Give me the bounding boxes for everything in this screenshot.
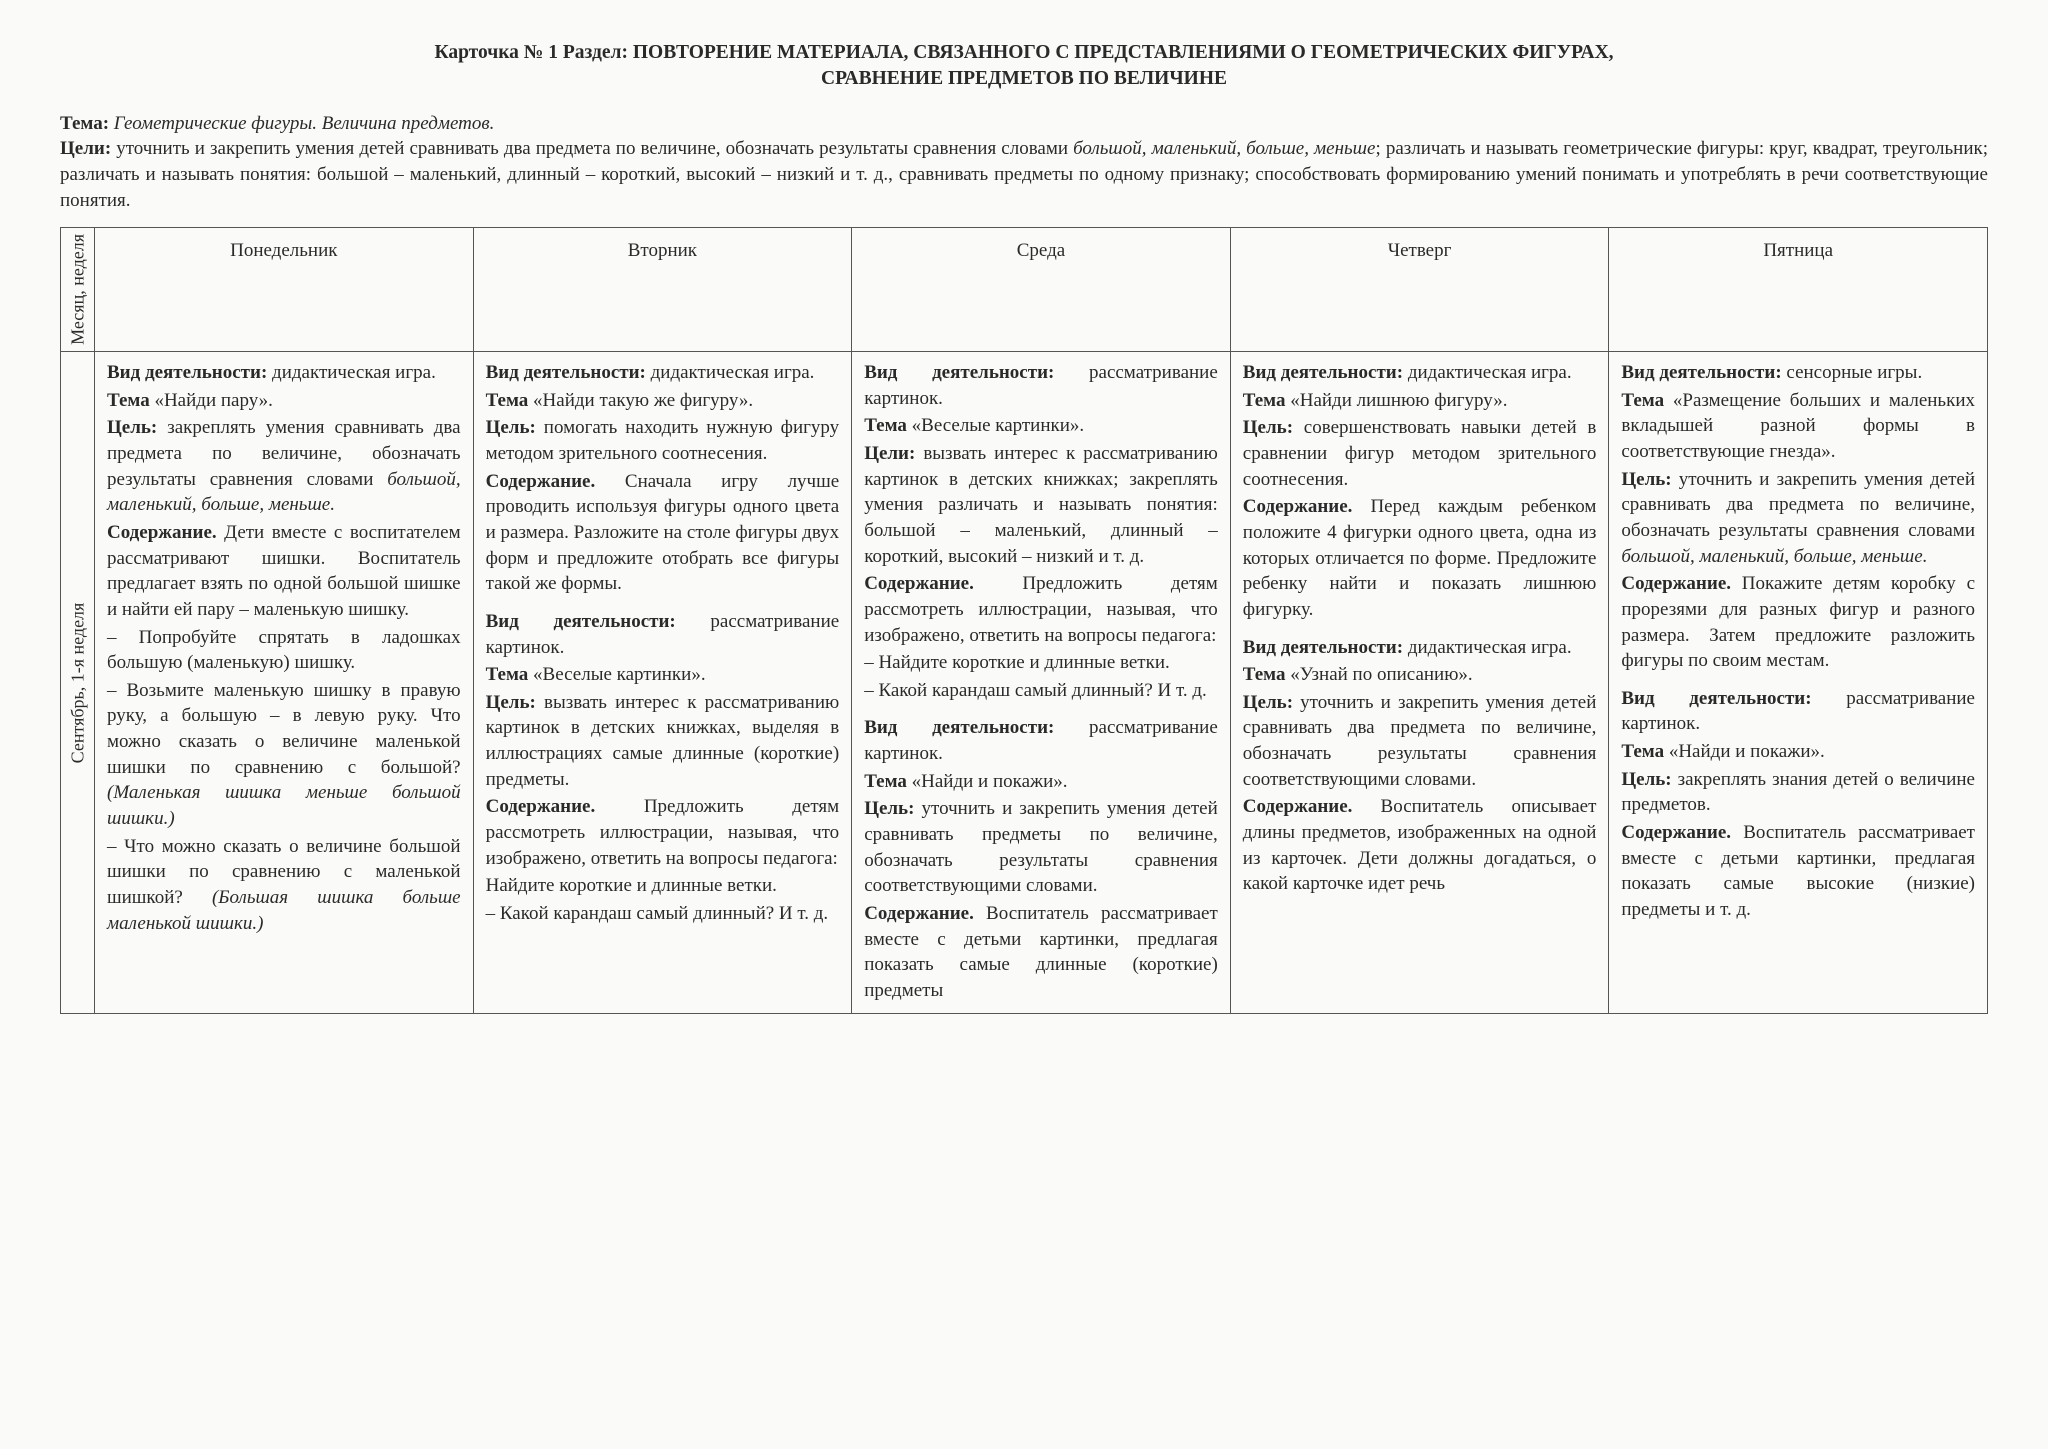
thu2-vid: дидактическая игра. xyxy=(1403,637,1572,658)
cell-mon: Вид деятельности: дидактическая игра. Те… xyxy=(95,352,474,1014)
intro-block: Тема: Геометрические фигуры. Величина пр… xyxy=(60,111,1988,214)
col-thu: Четверг xyxy=(1230,228,1609,352)
card-header: Карточка № 1 Раздел: ПОВТОРЕНИЕ МАТЕРИАЛ… xyxy=(60,40,1988,93)
fri-cel-i: большой, маленький, больше, меньше. xyxy=(1621,546,1927,567)
thu2-cel-label: Цель: xyxy=(1243,692,1293,713)
tue2-vid-label: Вид деятельности: xyxy=(486,611,676,632)
fri-sod-label: Содержание. xyxy=(1621,573,1731,594)
thu-cel-label: Цель: xyxy=(1243,417,1293,438)
fri2-cel-label: Цель: xyxy=(1621,769,1671,790)
wed2-cel: уточнить и закрепить умения детей сравни… xyxy=(864,798,1218,896)
fri2-tema-label: Тема xyxy=(1621,741,1668,762)
tema-text: Геометрические фигуры. Величина предмето… xyxy=(114,113,495,134)
fri-cel-label: Цель: xyxy=(1621,469,1671,490)
thu-cel: совершенствовать навыки детей в сравнени… xyxy=(1243,417,1597,489)
fri-tema-label: Тема xyxy=(1621,390,1673,411)
tue2-tema: «Веселые картинки». xyxy=(533,664,706,685)
row-label: Сентябрь, 1-я неделя xyxy=(61,352,95,1014)
celi-label: Цели: xyxy=(60,138,111,159)
table-header-row: Месяц, неделя Понедельник Вторник Среда … xyxy=(61,228,1988,352)
wed-q2: – Какой карандаш самый длинный? И т. д. xyxy=(864,678,1218,704)
wed-vid-label: Вид деятельности: xyxy=(864,362,1054,383)
mon-cel-label: Цель: xyxy=(107,417,157,438)
table-row: Сентябрь, 1-я неделя Вид деятельности: д… xyxy=(61,352,1988,1014)
wed-tema-label: Тема xyxy=(864,415,911,436)
cell-wed: Вид деятельности: рассматривание картино… xyxy=(852,352,1231,1014)
thu-sod-label: Содержание. xyxy=(1243,496,1353,517)
cell-fri: Вид деятельности: сенсорные игры. Тема «… xyxy=(1609,352,1988,1014)
mon-tema: «Найди пару». xyxy=(154,390,272,411)
col-mon: Понедельник xyxy=(95,228,474,352)
fri2-cel: закреплять знания детей о величине предм… xyxy=(1621,769,1975,816)
wed-sod-label: Содержание. xyxy=(864,573,974,594)
thu-tema-label: Тема xyxy=(1243,390,1290,411)
mon-vid: дидактическая игра. xyxy=(267,362,436,383)
wed-cel-label: Цели: xyxy=(864,443,915,464)
tue2-q2: – Какой карандаш самый длинный? И т. д. xyxy=(486,901,840,927)
col-side: Месяц, неделя xyxy=(61,228,95,352)
cell-thu: Вид деятельности: дидактическая игра. Те… xyxy=(1230,352,1609,1014)
wed2-sod-label: Содержание. xyxy=(864,903,974,924)
tue2-tema-label: Тема xyxy=(486,664,533,685)
fri2-vid-label: Вид деятельности: xyxy=(1621,688,1811,709)
tue-sod-label: Содержание. xyxy=(486,471,596,492)
mon-q2: – Возьмите маленькую шишку в правую руку… xyxy=(107,680,461,778)
mon-sod-label: Содержание. xyxy=(107,522,217,543)
celi-line: Цели: уточнить и закрепить умения детей … xyxy=(60,136,1988,213)
thu2-tema-label: Тема xyxy=(1243,664,1290,685)
header-line2: СРАВНЕНИЕ ПРЕДМЕТОВ ПО ВЕЛИЧИНЕ xyxy=(60,66,1988,92)
celi-text1: уточнить и закрепить умения детей сравни… xyxy=(116,138,1073,159)
wed2-cel-label: Цель: xyxy=(864,798,914,819)
cell-tue: Вид деятельности: дидактическая игра. Те… xyxy=(473,352,852,1014)
tue2-q1: Найдите короткие и длинные ветки. xyxy=(486,873,840,899)
wed-cel: вызвать интерес к рассматриванию картино… xyxy=(864,443,1218,567)
wed2-tema-label: Тема xyxy=(864,771,911,792)
thu2-sod-label: Содержание. xyxy=(1243,796,1353,817)
mon-vid-label: Вид деятельности: xyxy=(107,362,267,383)
tema-line: Тема: Геометрические фигуры. Величина пр… xyxy=(60,111,1988,137)
tue2-cel-label: Цель: xyxy=(486,692,536,713)
col-fri: Пятница xyxy=(1609,228,1988,352)
celi-ital: большой, маленький, больше, меньше xyxy=(1073,138,1375,159)
thu2-cel: уточнить и закрепить умения детей сравни… xyxy=(1243,692,1597,790)
header-line1: Карточка № 1 Раздел: ПОВТОРЕНИЕ МАТЕРИАЛ… xyxy=(60,40,1988,66)
tue-cel: помогать находить нужную фигуру методом … xyxy=(486,417,840,464)
mon-tema-label: Тема xyxy=(107,390,154,411)
schedule-table: Месяц, неделя Понедельник Вторник Среда … xyxy=(60,227,1988,1014)
fri2-sod-label: Содержание. xyxy=(1621,822,1731,843)
mon-q2-i: (Маленькая шишка меньше большой шишки.) xyxy=(107,782,461,829)
fri-vid-label: Вид деятельности: xyxy=(1621,362,1781,383)
wed2-tema: «Найди и покажи». xyxy=(912,771,1068,792)
thu-tema: «Найди лишнюю фигуру». xyxy=(1290,390,1507,411)
tue2-cel: вызвать интерес к рассматриванию картино… xyxy=(486,692,840,790)
thu2-vid-label: Вид деятельности: xyxy=(1243,637,1403,658)
tue2-sod-label: Содержание. xyxy=(486,796,596,817)
thu-vid-label: Вид деятельности: xyxy=(1243,362,1403,383)
tema-label: Тема: xyxy=(60,113,109,134)
fri-vid: сенсорные игры. xyxy=(1782,362,1923,383)
thu2-tema: «Узнай по описанию». xyxy=(1290,664,1472,685)
tue-vid: дидактическая игра. xyxy=(646,362,815,383)
thu-vid: дидактическая игра. xyxy=(1403,362,1572,383)
tue-tema-label: Тема xyxy=(486,390,533,411)
tue-cel-label: Цель: xyxy=(486,417,536,438)
fri2-tema: «Найди и покажи». xyxy=(1669,741,1825,762)
col-tue: Вторник xyxy=(473,228,852,352)
tue-vid-label: Вид деятельности: xyxy=(486,362,646,383)
wed-tema: «Веселые картинки». xyxy=(912,415,1085,436)
fri-cel: уточнить и закрепить умения детей сравни… xyxy=(1621,469,1975,541)
wed2-vid-label: Вид деятельности: xyxy=(864,717,1054,738)
wed-q1: – Найдите короткие и длинные ветки. xyxy=(864,650,1218,676)
fri-tema: «Размещение больших и маленьких вкладыше… xyxy=(1621,390,1975,462)
col-wed: Среда xyxy=(852,228,1231,352)
tue-tema: «Найди такую же фигуру». xyxy=(533,390,753,411)
mon-q1: – Попробуйте спрятать в ладошках большую… xyxy=(107,625,461,676)
